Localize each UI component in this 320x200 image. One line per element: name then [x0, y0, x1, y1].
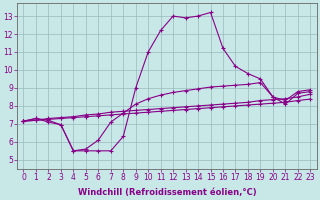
X-axis label: Windchill (Refroidissement éolien,°C): Windchill (Refroidissement éolien,°C)	[77, 188, 256, 197]
